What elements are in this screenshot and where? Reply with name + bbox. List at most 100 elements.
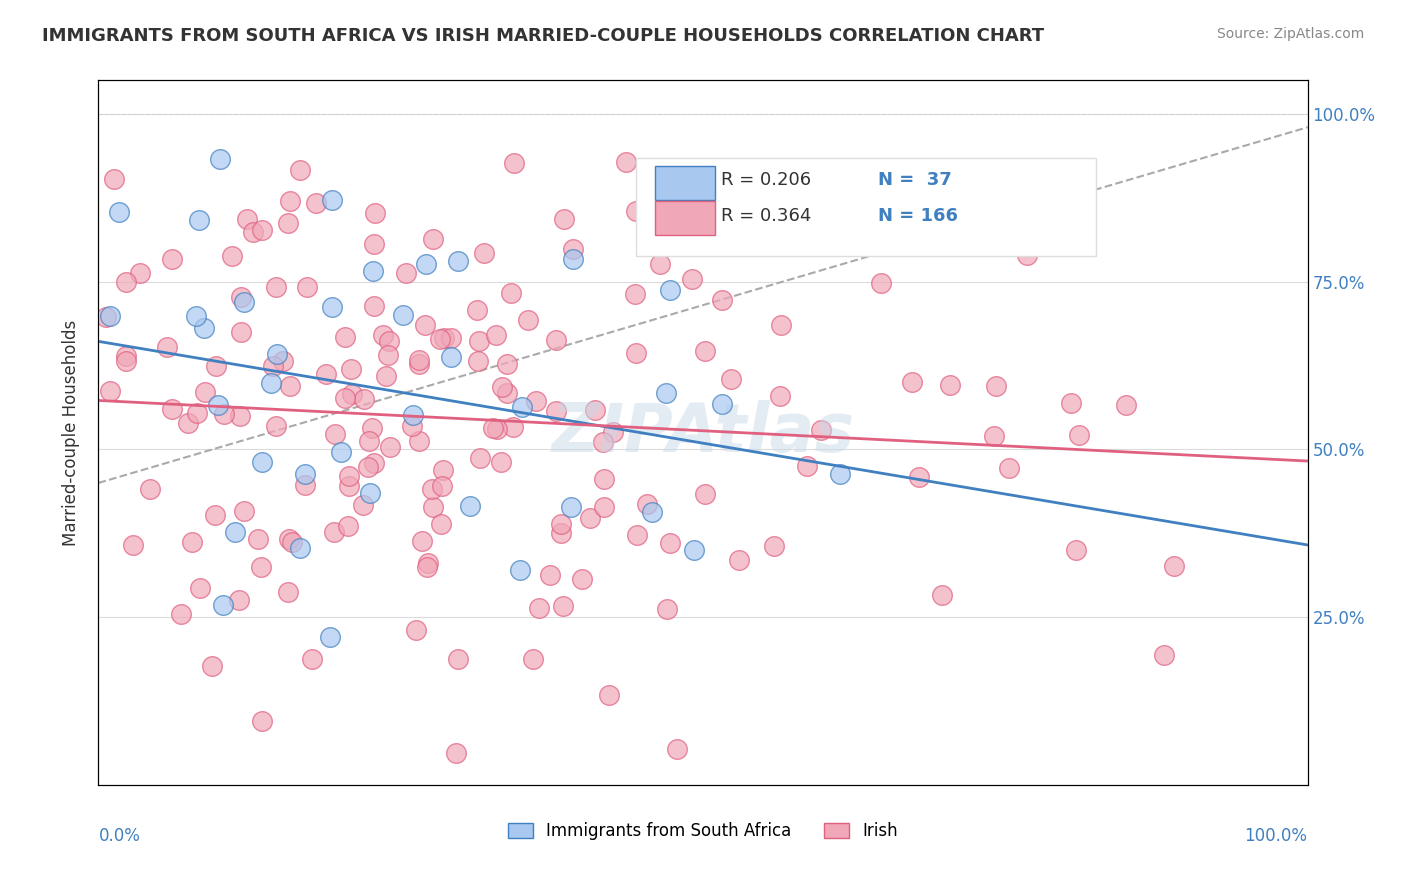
- Point: [278, 532, 301, 546]
- Point: [432, 479, 454, 493]
- Point: [526, 393, 548, 408]
- Point: [378, 334, 401, 348]
- Text: IMMIGRANTS FROM SOUTH AFRICA VS IRISH MARRIED-COUPLE HOUSEHOLDS CORRELATION CHAR: IMMIGRANTS FROM SOUTH AFRICA VS IRISH MA…: [42, 27, 1045, 45]
- Point: [416, 556, 439, 570]
- Point: [1115, 398, 1137, 412]
- Point: [763, 539, 786, 553]
- Point: [115, 275, 138, 289]
- Point: [901, 375, 924, 389]
- Point: [212, 408, 235, 422]
- Point: [232, 294, 254, 309]
- Point: [711, 293, 734, 307]
- Point: [280, 194, 302, 208]
- Point: [592, 500, 614, 515]
- Point: [460, 499, 482, 513]
- Point: [295, 280, 318, 294]
- Point: [422, 232, 444, 246]
- Point: [271, 354, 294, 368]
- Point: [363, 237, 385, 252]
- Point: [489, 455, 512, 469]
- Point: [986, 379, 1008, 393]
- Point: [290, 162, 312, 177]
- Point: [769, 318, 792, 333]
- Point: [318, 630, 340, 644]
- Point: [583, 403, 606, 417]
- Point: [204, 508, 226, 523]
- Point: [333, 391, 356, 405]
- FancyBboxPatch shape: [637, 158, 1097, 257]
- Point: [810, 423, 832, 437]
- Point: [683, 543, 706, 558]
- Point: [408, 434, 430, 448]
- Point: [264, 419, 287, 434]
- Point: [129, 266, 152, 280]
- Point: [546, 333, 568, 347]
- Point: [323, 426, 346, 441]
- Point: [447, 651, 470, 665]
- Point: [228, 592, 250, 607]
- Point: [616, 155, 638, 169]
- Point: [156, 340, 179, 354]
- Point: [337, 468, 360, 483]
- Point: [939, 378, 962, 392]
- Point: [440, 331, 463, 345]
- Text: R = 0.206: R = 0.206: [721, 171, 811, 189]
- Point: [997, 460, 1019, 475]
- Point: [250, 560, 273, 574]
- Point: [228, 409, 250, 424]
- Text: 100.0%: 100.0%: [1244, 827, 1308, 846]
- Point: [177, 417, 200, 431]
- Point: [363, 299, 385, 313]
- Point: [361, 420, 384, 434]
- Point: [401, 419, 423, 434]
- Text: R = 0.364: R = 0.364: [721, 207, 811, 225]
- Point: [277, 216, 299, 230]
- Y-axis label: Married-couple Households: Married-couple Households: [62, 319, 80, 546]
- Point: [359, 434, 381, 448]
- Point: [561, 252, 583, 267]
- Point: [278, 379, 301, 393]
- Point: [496, 357, 519, 371]
- Point: [1015, 248, 1038, 262]
- Point: [446, 747, 468, 761]
- Point: [509, 563, 531, 577]
- Point: [828, 467, 851, 482]
- Point: [277, 584, 299, 599]
- Point: [335, 330, 357, 344]
- Point: [869, 277, 891, 291]
- Point: [561, 242, 583, 256]
- Point: [408, 357, 430, 371]
- Point: [769, 389, 792, 403]
- Text: N = 166: N = 166: [879, 207, 959, 225]
- Point: [204, 359, 226, 373]
- Point: [592, 435, 614, 450]
- Point: [1163, 558, 1185, 573]
- Point: [336, 518, 359, 533]
- Point: [377, 348, 399, 362]
- Point: [553, 211, 575, 226]
- Point: [294, 467, 316, 482]
- Point: [242, 225, 264, 239]
- Point: [193, 321, 215, 335]
- Point: [305, 195, 328, 210]
- Point: [221, 248, 243, 262]
- Point: [544, 404, 567, 418]
- Point: [160, 252, 183, 266]
- Point: [496, 385, 519, 400]
- Point: [301, 652, 323, 666]
- Point: [468, 334, 491, 348]
- Point: [250, 714, 273, 728]
- Point: [720, 372, 742, 386]
- Point: [96, 310, 118, 324]
- Point: [510, 400, 533, 414]
- Point: [465, 302, 488, 317]
- Text: ZIPAtlas: ZIPAtlas: [551, 400, 855, 466]
- Point: [560, 500, 582, 514]
- Point: [433, 331, 456, 345]
- Point: [405, 624, 427, 638]
- Point: [623, 287, 645, 301]
- Point: [315, 368, 337, 382]
- Point: [353, 392, 375, 406]
- Point: [931, 588, 953, 602]
- Point: [262, 359, 284, 373]
